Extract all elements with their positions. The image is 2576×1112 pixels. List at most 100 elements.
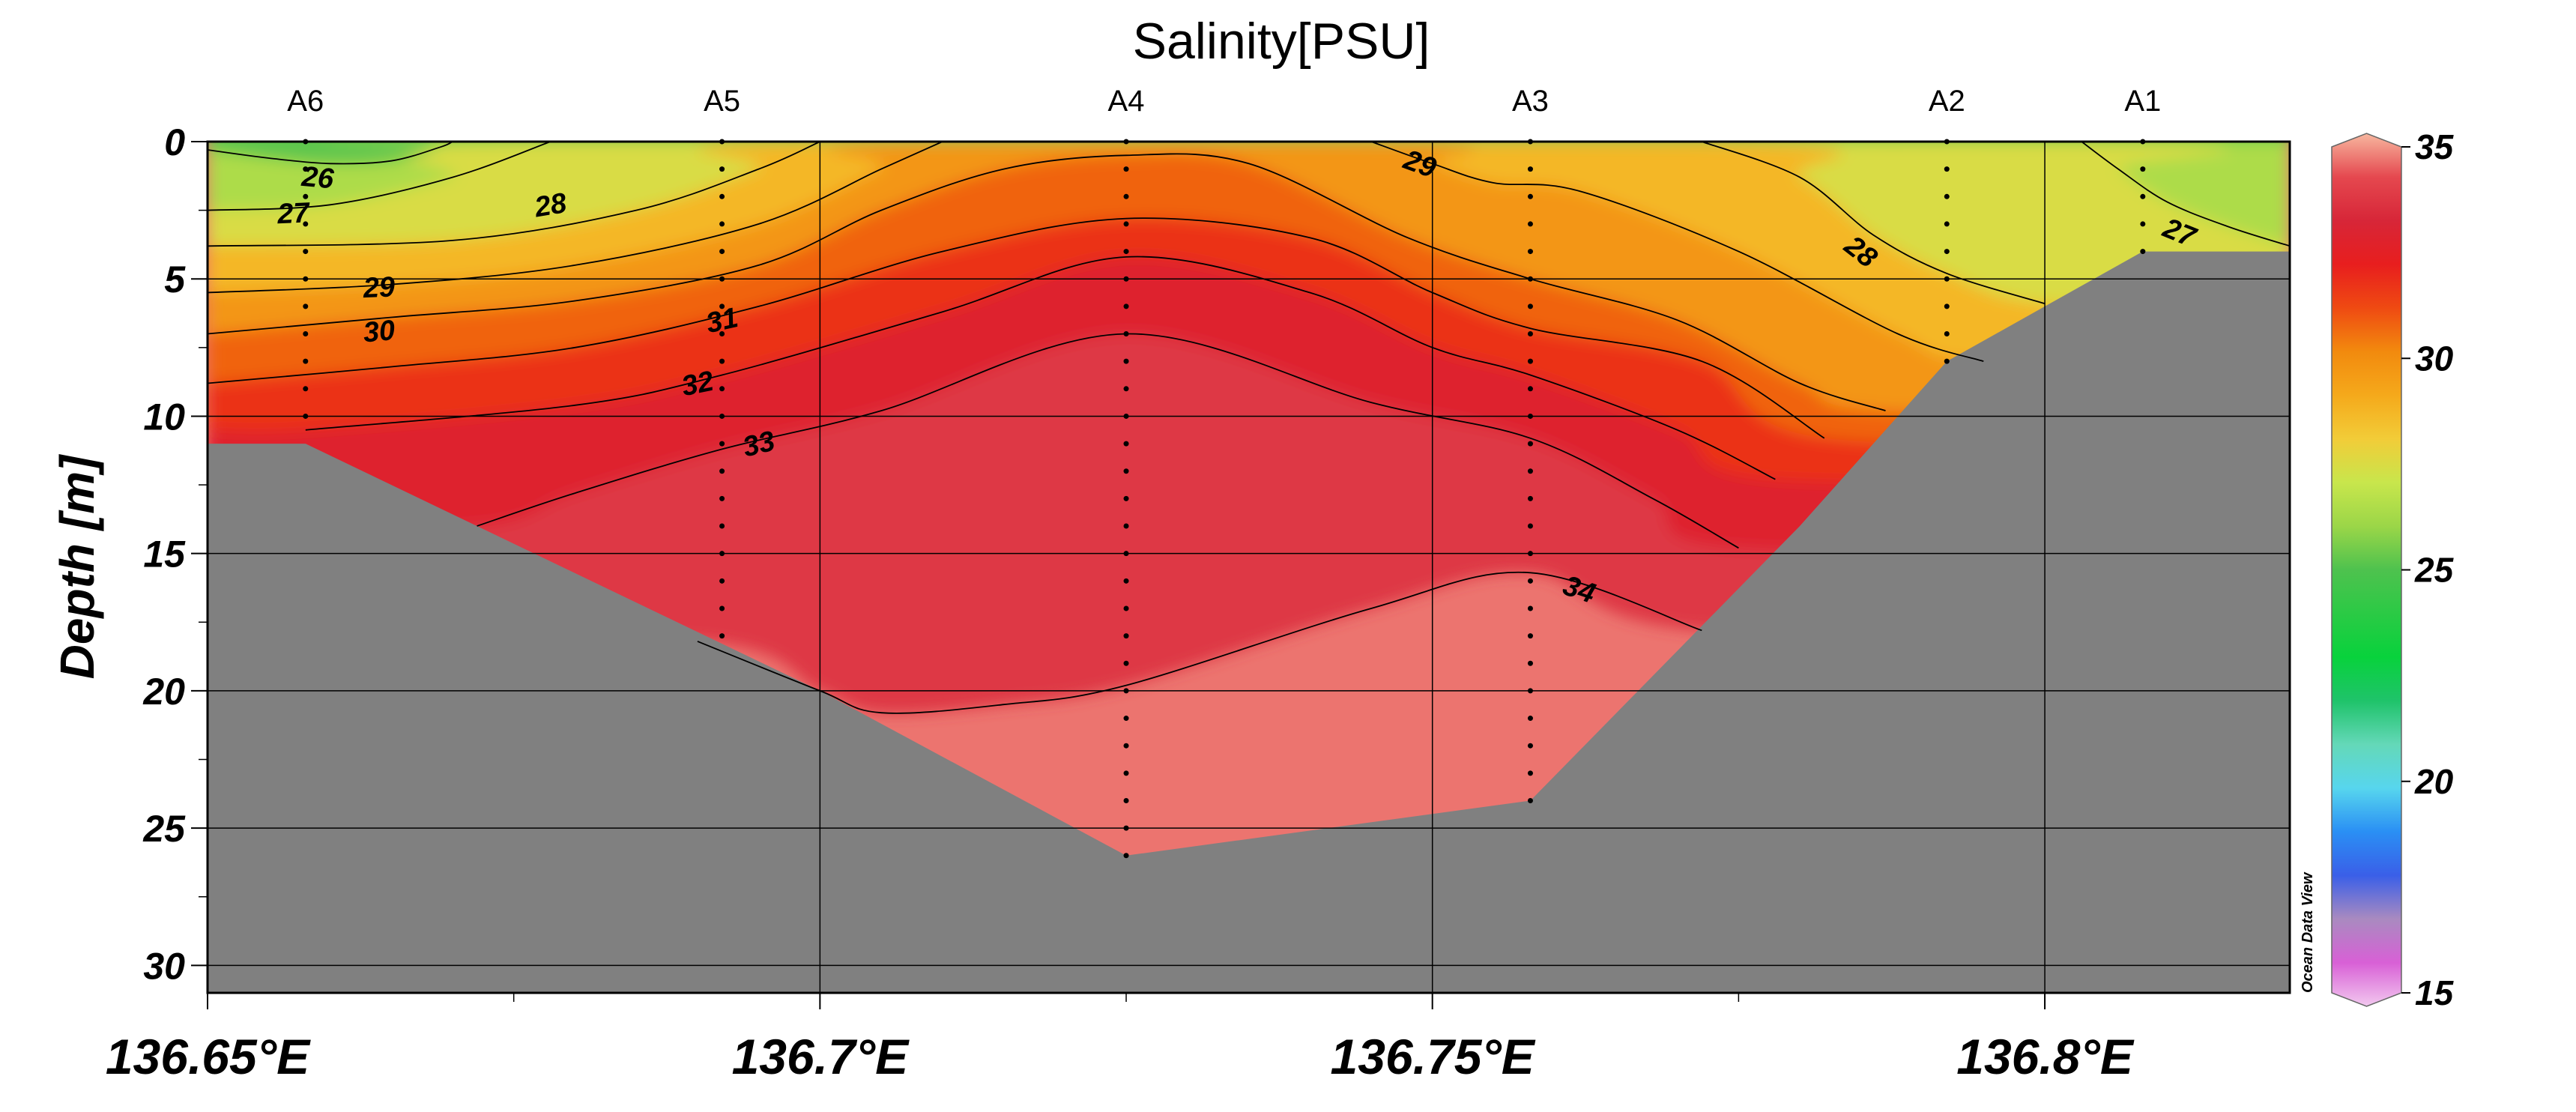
sample-point <box>1123 303 1129 309</box>
sample-point <box>1123 386 1129 392</box>
station-label: A5 <box>704 85 740 118</box>
sample-point <box>719 633 725 639</box>
salinity-field <box>208 142 2290 993</box>
contour-line-27 <box>2081 142 2290 247</box>
sample-point <box>303 221 309 227</box>
sample-point <box>303 249 309 255</box>
sample-point <box>1527 331 1533 337</box>
y-tick-label: 30 <box>143 945 185 987</box>
sample-point <box>1123 633 1129 639</box>
sample-point <box>1527 716 1533 722</box>
sample-point <box>1944 358 1950 364</box>
y-tick-label: 5 <box>164 259 186 300</box>
x-tick-label: 136.75°E <box>1331 1029 1536 1084</box>
sample-point <box>719 331 725 337</box>
y-axis-label: Depth [m] <box>50 453 104 679</box>
sample-point <box>1527 797 1533 803</box>
y-tick-label: 0 <box>164 121 185 163</box>
sample-point <box>719 441 725 447</box>
sample-point <box>1527 688 1533 694</box>
sample-point <box>1527 605 1533 611</box>
colorbar-tick-label: 15 <box>2415 973 2455 1012</box>
sample-point <box>719 413 725 419</box>
sample-point <box>303 303 309 309</box>
station-label: A1 <box>2124 85 2161 118</box>
sample-point <box>1944 331 1950 337</box>
contour-label: 26 <box>300 161 336 196</box>
sample-point <box>1123 770 1129 776</box>
y-tick-label: 20 <box>142 671 185 713</box>
y-tick-label: 10 <box>143 396 185 438</box>
contour-line-34 <box>697 571 1702 714</box>
colorbar-tick-label: 20 <box>2414 762 2454 801</box>
sample-point <box>1123 358 1129 364</box>
sample-point <box>1527 193 1533 199</box>
sample-point <box>303 193 309 199</box>
sample-point <box>1527 551 1533 557</box>
sample-point <box>1944 221 1950 227</box>
y-tick-label: 15 <box>143 534 186 575</box>
sample-point <box>1527 166 1533 172</box>
sample-point <box>303 276 309 282</box>
sample-point <box>303 413 309 419</box>
sample-point <box>2140 193 2146 199</box>
sample-point <box>1527 633 1533 639</box>
contour-line-28 <box>208 142 820 247</box>
sample-point <box>1123 853 1129 859</box>
grid-lines <box>208 142 2290 993</box>
sample-point <box>1944 166 1950 172</box>
station-label: A2 <box>1929 85 1965 118</box>
sample-point <box>1123 551 1129 557</box>
sample-point <box>1944 276 1950 282</box>
sample-point <box>719 551 725 557</box>
contour-label: 28 <box>532 187 569 224</box>
plot-frame <box>206 140 2291 994</box>
sample-point <box>1123 193 1129 199</box>
sample-point <box>303 386 309 392</box>
sample-point <box>1944 193 1950 199</box>
contour-label: 33 <box>740 426 778 464</box>
contour-line-30 <box>208 153 1886 411</box>
seafloor-bottom <box>208 251 2290 993</box>
sample-point <box>1123 468 1129 474</box>
sample-point <box>719 578 725 584</box>
sample-point <box>1123 716 1129 722</box>
sample-point <box>1527 249 1533 255</box>
sample-point <box>303 331 309 337</box>
odv-credit: Ocean Data View <box>2300 871 2316 993</box>
sample-point <box>1123 331 1129 337</box>
station-label: A3 <box>1512 85 1549 118</box>
sample-point <box>1527 386 1533 392</box>
station-label: A6 <box>287 85 324 118</box>
sample-point <box>1123 413 1129 419</box>
colorbar-tick-label: 25 <box>2414 551 2455 590</box>
sample-point <box>2140 166 2146 172</box>
sample-point <box>1123 249 1129 255</box>
contour-line-31 <box>208 217 1825 439</box>
axes: 0 5 10 15 20 25 30 136.65°E 136.7°E 136.75°E 136.8… <box>106 121 2135 1084</box>
colorbar-tick-label: 30 <box>2415 339 2454 378</box>
sample-point <box>1527 578 1533 584</box>
sample-point <box>719 193 725 199</box>
sample-point <box>1527 303 1533 309</box>
colorbar: 15 20 25 30 35 <box>2331 127 2455 1012</box>
sample-point <box>2140 221 2146 227</box>
sample-point <box>1123 578 1129 584</box>
sample-point <box>1123 495 1129 501</box>
sample-point <box>1527 276 1533 282</box>
sample-point <box>1123 441 1129 447</box>
sample-point <box>1527 495 1533 501</box>
x-tick-label: 136.8°E <box>1956 1029 2135 1084</box>
contour-line-29 <box>1370 142 1984 363</box>
contour-line-27 <box>208 142 551 211</box>
sample-point <box>1123 523 1129 529</box>
salinity-band-29 <box>208 142 2290 363</box>
sample-point <box>1527 523 1533 529</box>
sample-point <box>719 249 725 255</box>
salinity-band-28 <box>208 142 2290 247</box>
sample-point <box>1944 303 1950 309</box>
sample-point <box>2140 249 2146 255</box>
sample-point <box>1123 221 1129 227</box>
